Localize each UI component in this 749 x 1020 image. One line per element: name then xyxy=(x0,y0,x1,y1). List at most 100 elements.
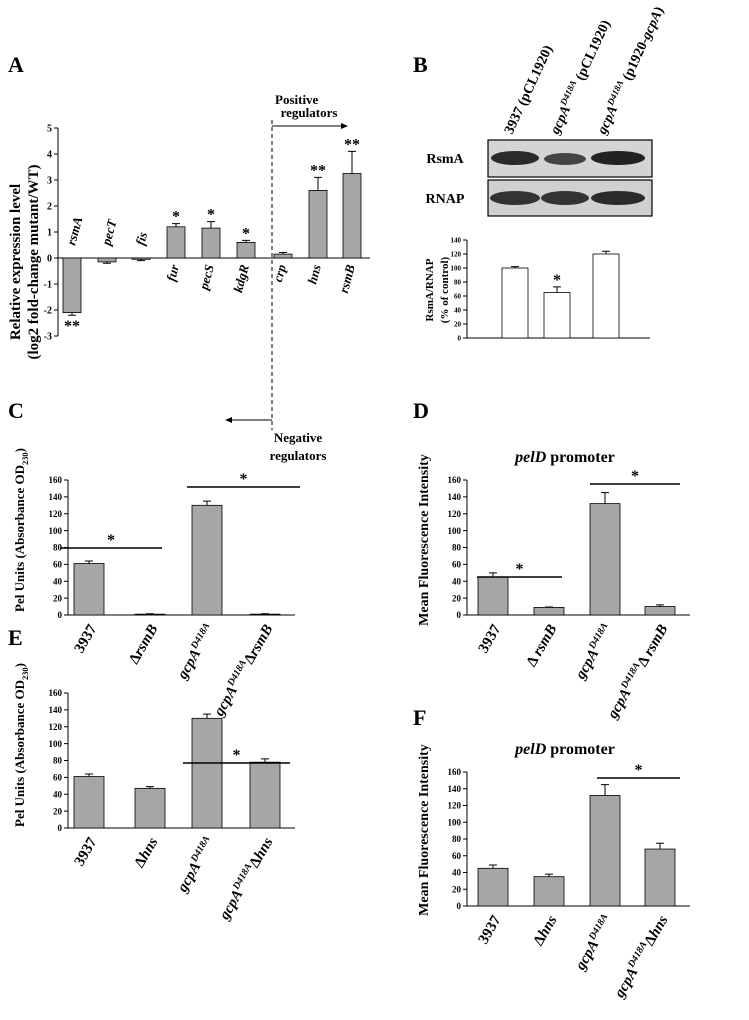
text-part: 3937 xyxy=(476,913,505,947)
error-bar xyxy=(601,492,609,504)
y-tick-label: 160 xyxy=(49,688,63,698)
x-tick-label: fur xyxy=(163,262,182,283)
bar xyxy=(236,241,256,259)
bar xyxy=(131,257,151,260)
bar xyxy=(501,267,529,339)
y-tick-label: 0 xyxy=(58,610,63,620)
significance-label: ** xyxy=(64,318,80,335)
y-tick-label: 80 xyxy=(454,278,462,286)
bar xyxy=(592,253,620,339)
error-bar xyxy=(545,873,553,877)
text-part: 3937 (pCL1920) xyxy=(502,43,556,137)
bar xyxy=(644,848,676,907)
y-tick-label: 120 xyxy=(448,509,462,519)
text-part: rsmB xyxy=(641,622,672,659)
text-part: (log2 fold-change mutant/WT) xyxy=(26,164,42,359)
x-tick-label: gcpAD418A xyxy=(172,834,218,896)
x-tick-label: 3937 xyxy=(72,622,101,656)
y-tick-label: 60 xyxy=(53,773,63,783)
y-axis-label: Mean Fluorescence Intensity xyxy=(417,454,432,626)
y-tick-label: 20 xyxy=(452,593,462,603)
blot-band xyxy=(491,151,539,165)
y-tick-label: 80 xyxy=(452,543,462,553)
annotation: Positive xyxy=(275,92,319,107)
y-tick-label: 120 xyxy=(448,801,462,811)
x-tick-label: Δhns xyxy=(132,835,162,871)
x-tick-label: 3937 xyxy=(476,622,505,656)
arrow-head xyxy=(341,123,348,129)
y-tick-label: 140 xyxy=(49,492,63,502)
y-axis-label: Pel Units (Absorbance OD230) xyxy=(12,663,30,827)
error-bar xyxy=(348,150,356,174)
y-tick-label: 80 xyxy=(452,834,462,844)
bar xyxy=(533,876,565,907)
y-tick-label: -3 xyxy=(44,332,52,343)
panel-letter: A xyxy=(8,52,24,77)
x-tick-label: gcpAD418A xyxy=(172,621,218,683)
bar xyxy=(533,607,565,616)
chart-title: pelD promoter xyxy=(513,741,615,758)
error-bar xyxy=(203,713,211,719)
text-part: 3937 xyxy=(476,622,505,656)
text-part: Pel Units (Absorbance OD xyxy=(12,680,27,827)
y-tick-label: 2 xyxy=(47,202,52,213)
text-part: pelD xyxy=(513,449,547,466)
y-tick-label: 5 xyxy=(47,124,52,135)
text-part: fur xyxy=(163,262,182,283)
y-tick-label: -2 xyxy=(44,306,52,317)
y-tick-label: 120 xyxy=(49,722,63,732)
error-bar xyxy=(261,758,269,763)
y-tick-label: 100 xyxy=(448,817,462,827)
y-axis-label: (% of control) xyxy=(439,256,451,323)
bar xyxy=(249,761,281,829)
text-part: rsmB xyxy=(131,622,162,659)
x-tick-label: ΔrsmB xyxy=(126,622,161,667)
error-bar xyxy=(602,250,610,254)
text-part: 3937 xyxy=(72,622,101,656)
error-bar xyxy=(242,239,250,243)
error-bar xyxy=(207,221,215,229)
panel-letter: D xyxy=(413,398,429,423)
error-bar xyxy=(553,286,561,293)
panel-letter: B xyxy=(413,52,428,77)
error-bar xyxy=(85,773,93,777)
y-tick-label: 20 xyxy=(53,593,63,603)
bar xyxy=(134,613,166,616)
western-blot xyxy=(487,139,653,217)
text-part: ) xyxy=(12,448,27,452)
significance-label: * xyxy=(516,561,524,578)
error-bar xyxy=(146,786,154,789)
blot-band xyxy=(591,191,645,205)
text-part: gcpA xyxy=(548,104,575,138)
bar xyxy=(644,606,676,616)
significance-label: * xyxy=(107,532,115,549)
text-part: D418A xyxy=(558,79,579,108)
y-tick-label: 140 xyxy=(49,705,63,715)
y-tick-label: 80 xyxy=(53,756,63,766)
bar xyxy=(166,226,186,259)
panel-letter: C xyxy=(8,398,24,423)
error-bar xyxy=(172,223,180,227)
x-tick-label: Δhns xyxy=(531,913,561,949)
significance-label: * xyxy=(242,225,250,242)
text-part: gcpA xyxy=(604,686,634,722)
bar xyxy=(477,867,509,907)
blot-band xyxy=(544,153,586,165)
x-tick-label: rsmA xyxy=(63,215,85,247)
text-part: pecT xyxy=(98,217,120,248)
x-tick-label: gcpAD418AΔhns xyxy=(214,834,276,923)
text-part: Pel Units (Absorbance OD xyxy=(12,465,27,612)
y-tick-label: 40 xyxy=(452,868,462,878)
y-tick-label: 1 xyxy=(47,228,52,239)
y-tick-label: 100 xyxy=(448,526,462,536)
error-bar xyxy=(656,842,664,850)
y-tick-label: 0 xyxy=(457,901,462,911)
y-axis-label: (log2 fold-change mutant/WT) xyxy=(26,164,42,359)
error-bar xyxy=(511,266,519,268)
text-part: ) xyxy=(652,4,668,15)
y-tick-label: 140 xyxy=(448,784,462,794)
y-tick-label: 20 xyxy=(53,806,63,816)
y-tick-label: 0 xyxy=(457,610,462,620)
y-tick-label: 160 xyxy=(448,767,462,777)
